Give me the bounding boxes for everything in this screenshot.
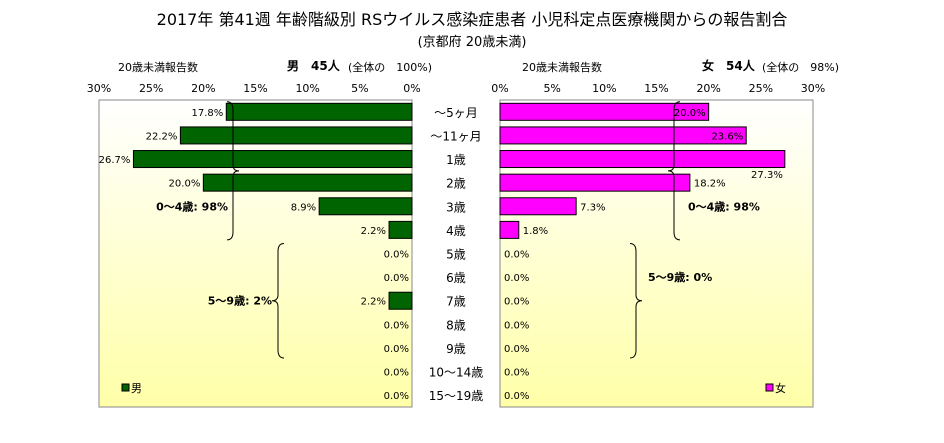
female-count: 女 54人 [702,59,755,73]
male-share: (全体の 100%) [348,61,433,74]
age-category-label: 2歳 [446,177,466,191]
right-count-label: 20歳未満報告数 [522,61,602,74]
male-data-label: 8.9% [291,202,316,213]
female-data-label: 0.0% [504,250,529,261]
female-data-label: 0.0% [504,391,529,402]
female-bar [499,173,691,192]
male-0-4-brace [226,101,240,241]
female-data-label: 27.3% [751,170,783,181]
age-category-label: 10〜14歳 [429,366,484,380]
age-category-label: 3歳 [446,200,466,214]
chart-subtitle: (京都府 20歳未満) [417,35,527,50]
female-axis-tick: 30% [801,82,825,95]
age-category-label: 7歳 [446,295,466,309]
female-plot-area [499,99,814,408]
male-bar [132,150,413,169]
age-category-label: 5歳 [446,248,466,262]
female-axis-tick: 0% [491,82,508,95]
female-0-4-annotation: 0〜4歳: 98% [688,199,760,213]
male-legend-swatch [121,383,130,392]
male-axis-tick: 25% [139,82,163,95]
male-data-label: 0.0% [384,320,409,331]
female-5-9-annotation: 5〜9歳: 0% [648,270,712,284]
female-axis-tick: 5% [543,82,560,95]
age-category-label: 1歳 [446,153,466,167]
female-data-label: 0.0% [504,344,529,355]
female-bar [499,150,786,169]
male-axis-tick: 15% [243,82,267,95]
age-category-label: 15〜19歳 [429,389,484,403]
male-data-label: 0.0% [384,391,409,402]
age-category-label: 8歳 [446,318,466,332]
female-bar [499,102,710,121]
male-bar [388,220,413,239]
female-data-label: 0.0% [504,368,529,379]
female-data-label: 1.8% [523,226,548,237]
chart-title: 2017年 第41週 年齢階級別 RSウイルス感染症患者 小児科定点医療機関から… [156,10,788,29]
female-data-label: 20.0% [674,108,706,119]
male-data-label: 17.8% [192,108,224,119]
male-bar [225,102,413,121]
female-bar [499,197,577,216]
female-0-4-brace [667,101,681,241]
male-data-label: 26.7% [99,155,131,166]
left-count-label: 20歳未満報告数 [118,61,198,74]
female-share: (全体の 98%) [762,61,840,74]
male-data-label: 0.0% [384,344,409,355]
female-bar [499,126,747,145]
male-data-label: 0.0% [384,368,409,379]
male-axis-tick: 5% [351,82,368,95]
male-5-9-brace [271,243,285,359]
male-5-9-annotation: 5〜9歳: 2% [208,294,272,308]
female-data-label: 0.0% [504,320,529,331]
female-legend-swatch [765,383,774,392]
male-data-label: 0.0% [384,250,409,261]
male-bar [179,126,413,145]
male-count: 男 45人 [287,59,340,73]
male-data-label: 2.2% [361,297,386,308]
male-bar [202,173,413,192]
female-data-label: 18.2% [694,179,726,190]
age-category-label: 〜11ヶ月 [430,129,481,143]
age-category-label: 6歳 [446,271,466,285]
male-axis-tick: 20% [191,82,215,95]
age-category-label: 9歳 [446,342,466,356]
female-legend-label: 女 [775,381,786,395]
age-category-label: 〜5ヶ月 [434,106,478,120]
male-0-4-annotation: 0〜4歳: 98% [156,199,228,213]
female-bar [499,220,520,239]
male-legend-label: 男 [131,382,142,395]
female-5-9-brace [629,243,643,359]
male-axis-tick: 30% [87,82,111,95]
female-axis-tick: 20% [696,82,720,95]
male-plot-area [98,99,413,408]
female-axis-tick: 15% [644,82,668,95]
male-axis-tick: 0% [403,82,420,95]
male-axis-tick: 10% [295,82,319,95]
male-bar [318,197,413,216]
age-category-label: 4歳 [446,224,466,238]
female-data-label: 23.6% [711,131,743,142]
female-axis-tick: 25% [749,82,773,95]
female-axis-tick: 10% [592,82,616,95]
male-data-label: 22.2% [146,131,178,142]
female-data-label: 7.3% [580,202,605,213]
male-data-label: 0.0% [384,273,409,284]
male-bar [388,291,413,310]
female-data-label: 0.0% [504,273,529,284]
male-data-label: 20.0% [169,179,201,190]
male-data-label: 2.2% [361,226,386,237]
female-data-label: 0.0% [504,297,529,308]
